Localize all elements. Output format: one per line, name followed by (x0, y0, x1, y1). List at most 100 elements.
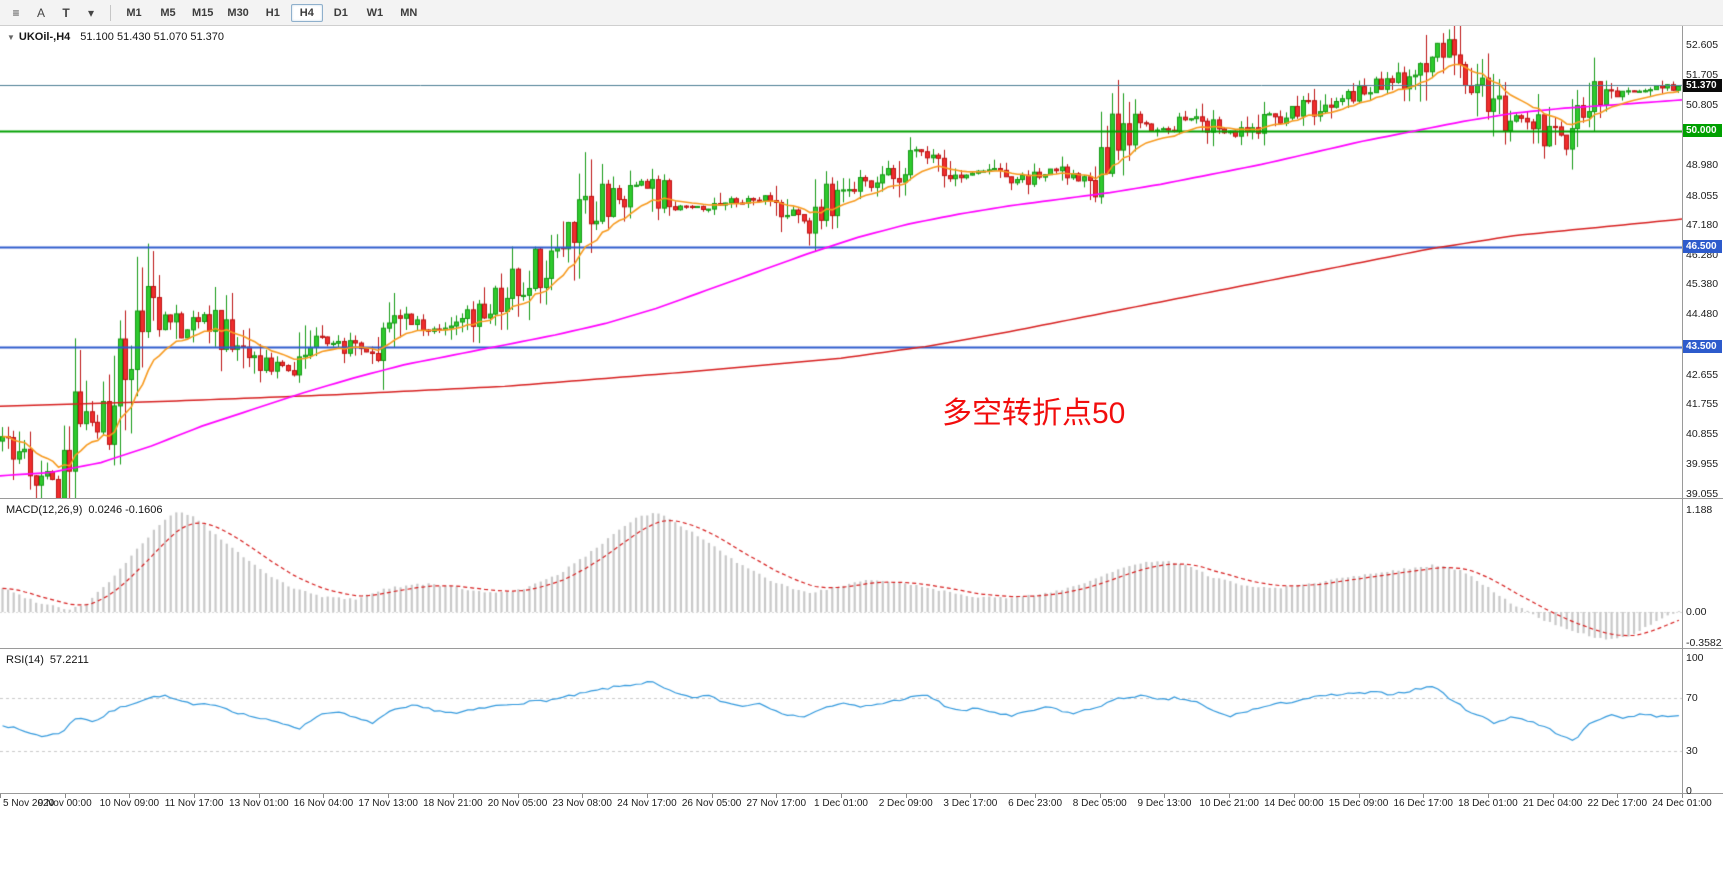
cursor-tool-icon[interactable]: A (36, 5, 45, 20)
price-tick-label: 50.805 (1686, 98, 1719, 111)
price-tick-label: 41.755 (1686, 398, 1719, 411)
time-axis-tick (388, 794, 389, 798)
toolbar: ≡ A T ▾ M1 M5 M15 M30 H1 H4 D1 W1 MN (0, 0, 1723, 26)
price-tick-label: 40.855 (1686, 428, 1719, 441)
text-tool-icon[interactable]: T (62, 5, 70, 20)
macd-axis-label: -0.3582 (1686, 636, 1722, 649)
chart-template-icon[interactable]: ▾ (87, 5, 95, 20)
time-axis-tick (1359, 794, 1360, 798)
price-axis[interactable]: 52.605 51.705 50.805 48.980 48.055 47.180 46.2… (1682, 0, 1723, 797)
time-axis-label: 18 Nov 21:00 (423, 798, 483, 809)
timeframe-button-d1[interactable]: D1 (333, 6, 348, 19)
time-axis-label: 21 Dec 04:00 (1522, 798, 1583, 809)
time-axis-tick (906, 794, 907, 798)
time-axis-tick (518, 794, 519, 798)
time-axis-label: 26 Nov 05:00 (681, 798, 742, 809)
price-axis-separator (1682, 26, 1683, 794)
time-axis-tick (1294, 794, 1295, 798)
rsi-indicator-panel[interactable] (0, 649, 1682, 793)
time-axis-label: 17 Nov 13:00 (358, 798, 418, 809)
chart-list-icon[interactable]: ≡ (12, 5, 20, 20)
ohlc-readout: 51.100 51.430 51.070 51.370 (80, 31, 225, 43)
rsi-axis-label: 0 (1686, 785, 1692, 797)
time-axis-tick (776, 794, 777, 798)
time-axis-label: 11 Nov 17:00 (164, 798, 224, 809)
time-axis-label: 1 Dec 01:00 (814, 798, 868, 809)
price-badge-43.500: 43.500 (1683, 339, 1722, 353)
timeframe-button-m30[interactable]: M30 (227, 6, 249, 19)
time-axis-tick (1229, 794, 1230, 798)
price-tick-label: 39.055 (1686, 487, 1719, 500)
rsi-axis-label: 100 (1686, 652, 1704, 664)
time-axis-tick (453, 794, 454, 798)
timeframe-button-mn[interactable]: MN (400, 6, 418, 19)
price-tick-label: 48.055 (1686, 189, 1719, 202)
price-tick-label: 45.380 (1686, 278, 1719, 291)
time-axis-label: 10 Dec 21:00 (1199, 798, 1259, 809)
time-axis-label: 23 Nov 08:00 (552, 798, 612, 809)
panel-separator-main-macd[interactable] (0, 498, 1723, 499)
timeframe-button-w1[interactable]: W1 (366, 6, 384, 19)
panel-separator-rsi-time (0, 793, 1723, 794)
time-axis-tick (1488, 794, 1489, 798)
timeframe-button-m5[interactable]: M5 (160, 6, 176, 19)
timeframe-button-h4[interactable]: H4 (290, 3, 323, 22)
timeframe-button-m15[interactable]: M15 (192, 6, 214, 19)
time-axis-tick (129, 794, 130, 798)
time-axis-label: 18 Dec 01:00 (1458, 798, 1518, 809)
time-axis-label: 20 Nov 05:00 (487, 798, 548, 809)
time-axis-label: 16 Nov 04:00 (293, 798, 354, 809)
time-axis-label: 24 Dec 01:00 (1652, 798, 1712, 809)
time-axis[interactable]: 5 Nov 2020 9 Nov 00:00 10 Nov 09:00 11 Nov … (0, 794, 1723, 814)
price-tick-label: 44.480 (1686, 308, 1719, 321)
time-axis-label: 8 Dec 05:00 (1072, 798, 1127, 809)
price-badge-46.500: 46.500 (1683, 240, 1722, 254)
time-axis-tick (1100, 794, 1101, 798)
time-axis-label: 2 Dec 09:00 (878, 798, 933, 809)
time-axis-tick (841, 794, 842, 798)
time-axis-tick (1164, 794, 1165, 798)
rsi-label: RSI(14) 57.2211 (6, 654, 89, 666)
time-axis-tick (582, 794, 583, 798)
rsi-axis-label: 70 (1686, 691, 1698, 704)
time-axis-tick (1423, 794, 1424, 798)
symbol-dropdown-icon[interactable]: ▼ (7, 33, 15, 42)
time-axis-tick (0, 794, 1, 798)
time-axis-label: 27 Nov 17:00 (746, 798, 807, 809)
price-tick-label: 51.705 (1686, 68, 1719, 81)
time-axis-tick (259, 794, 260, 798)
timeframe-button-group: M1 M5 M15 M30 H1 H4 D1 W1 MN (118, 3, 425, 22)
chart-annotation: 多空转折点50 (942, 397, 1126, 430)
time-axis-label: 3 Dec 17:00 (943, 798, 998, 809)
time-axis-tick (65, 794, 66, 798)
time-axis-tick (1682, 794, 1683, 798)
time-axis-tick (1035, 794, 1036, 798)
macd-values: 0.0246 -0.1606 (88, 504, 163, 516)
main-price-chart[interactable] (0, 26, 1682, 498)
time-axis-tick (712, 794, 713, 798)
macd-name: MACD(12,26,9) (6, 504, 83, 516)
macd-indicator-panel[interactable] (0, 499, 1682, 648)
price-tick-label: 39.955 (1686, 458, 1719, 471)
time-axis-tick (1553, 794, 1554, 798)
macd-axis-label: 1.188 (1686, 503, 1713, 516)
time-axis-label: 5 Nov 2020 (3, 798, 55, 809)
panel-separator-macd-rsi[interactable] (0, 648, 1723, 649)
time-axis-tick (647, 794, 648, 798)
rsi-value: 57.2211 (49, 654, 89, 666)
toolbar-separator (110, 4, 111, 21)
timeframe-button-m1[interactable]: M1 (126, 6, 142, 19)
time-axis-label: 6 Dec 23:00 (1008, 798, 1063, 809)
price-tick-label: 47.180 (1686, 218, 1719, 231)
time-axis-label: 16 Dec 17:00 (1393, 798, 1453, 809)
time-axis-label: 9 Dec 13:00 (1137, 798, 1192, 809)
timeframe-button-h1[interactable]: H1 (265, 6, 280, 19)
symbol-timeframe-label: UKOil-,H4 (18, 31, 71, 43)
time-axis-tick (1617, 794, 1618, 798)
macd-axis-label: 0.00 (1686, 606, 1707, 618)
macd-label: MACD(12,26,9) 0.0246 -0.1606 (6, 504, 162, 516)
time-axis-label: 22 Dec 17:00 (1587, 798, 1648, 809)
time-axis-tick (970, 794, 971, 798)
price-tick-label: 48.980 (1686, 159, 1719, 172)
rsi-axis-label: 30 (1686, 745, 1698, 758)
